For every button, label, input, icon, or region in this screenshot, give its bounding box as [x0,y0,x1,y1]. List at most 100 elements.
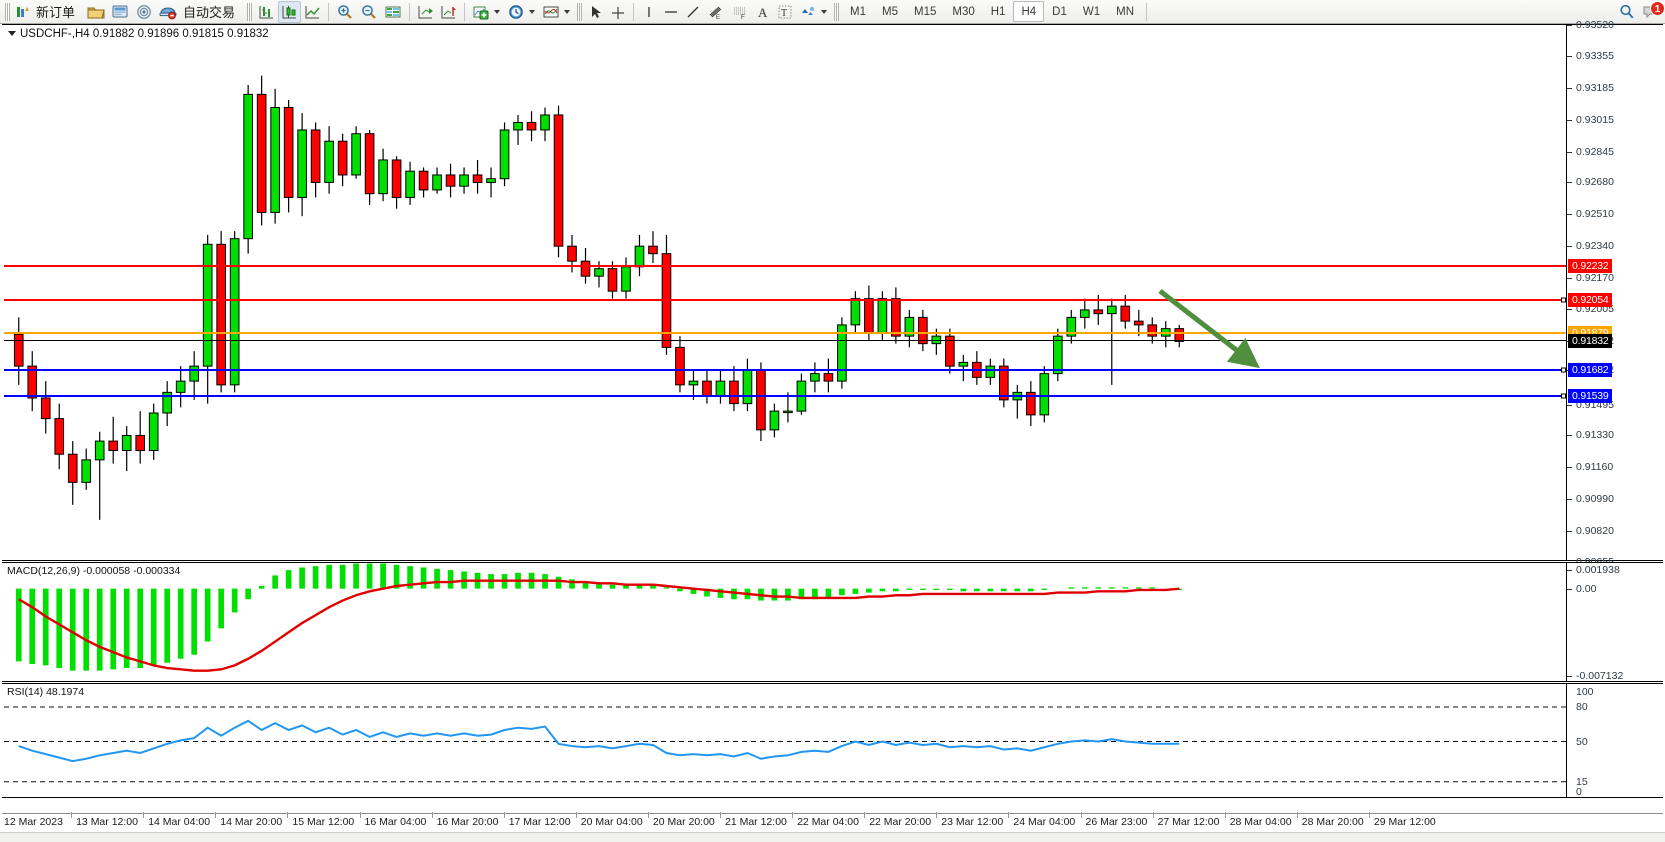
bar-chart-button[interactable] [255,1,278,23]
notification-count: 1 [1650,0,1665,16]
time-axis-label: 22 Mar 04:00 [797,816,859,828]
price-tick-mark [1567,214,1572,216]
autotrading-button[interactable]: 自动交易 [156,1,244,23]
time-axis-divider [287,812,289,818]
crosshair-icon [612,6,625,19]
time-axis-label: 14 Mar 20:00 [220,816,283,828]
toolbar-grip-2[interactable] [247,2,253,21]
timeframe-d1[interactable]: D1 [1052,5,1067,18]
time-axis-divider [143,812,145,818]
horizontal-line-button[interactable] [660,1,682,23]
price-level-label-current-price[interactable]: 0.91832 [1568,334,1612,349]
toolbar-grip-3[interactable] [577,2,583,21]
timeframe-h4[interactable]: H4 [1013,1,1045,22]
price-axis[interactable]: 0.93520 0.93355 0.93185 0.93015 0.92845 0.926… [1566,19,1663,568]
line-chart-button[interactable] [301,1,324,23]
macd-axis: 0.001938 0.00 -0.007132 [1566,563,1663,682]
signals-icon [137,4,151,19]
signals-button[interactable] [132,1,156,23]
time-axis-label: 27 Mar 12:00 [1157,816,1220,828]
rsi-panel[interactable]: RSI(14) 48.1974 100 80 50 15 0 [2,683,1663,798]
text-button[interactable]: A [752,1,774,23]
folder-button[interactable] [84,1,108,23]
add-indicator-icon [473,6,489,19]
search-button[interactable] [1615,1,1639,23]
time-axis[interactable]: 12 Mar 2023 13 Mar 12:00 14 Mar 04:00 14 Ma… [2,812,1663,832]
time-axis-label: 21 Mar 12:00 [725,816,787,828]
time-axis-label: 23 Mar 12:00 [941,816,1004,828]
price-panel[interactable]: USDCHF-,H4 0.91882 0.91896 0.91815 0.918… [2,19,1663,568]
shapes-caret-icon[interactable] [821,9,828,14]
time-axis-label: 15 Mar 12:00 [292,816,355,828]
crosshair-button[interactable] [607,1,629,23]
candlestick-chart-button[interactable] [278,0,302,23]
status-bar [0,832,1665,842]
auto-scroll-button[interactable] [414,1,437,23]
timeframe-m30[interactable]: M30 [952,5,975,18]
notifications-button[interactable]: 1 [1639,0,1665,22]
trendline-button[interactable] [682,1,704,23]
timeframe-m15[interactable]: M15 [914,5,937,18]
timeframe-mn[interactable]: MN [1116,5,1134,18]
price-tick-label: 0.91160 [1576,461,1614,474]
add-indicator-caret-icon[interactable] [494,9,501,14]
chart-shift-button[interactable] [437,1,460,23]
new-order-icon [17,6,29,17]
timeframe-m1[interactable]: M1 [850,5,867,18]
price-tick-label: 0.90820 [1576,525,1614,538]
timeframe-h1[interactable]: H1 [990,5,1006,18]
trend-arrow[interactable] [1152,283,1272,378]
time-axis-divider [359,812,361,818]
time-axis-divider [1080,812,1082,818]
cursor-button[interactable] [585,1,607,23]
price-tick-label: 0.93015 [1576,113,1614,126]
templates-button[interactable] [539,1,563,23]
price-level-label-support[interactable]: 0.91539 [1568,389,1612,404]
macd-plot [4,563,1566,683]
data-window-button[interactable] [381,1,405,23]
time-axis-label: 13 Mar 12:00 [76,816,138,828]
toolbar-separator-3 [464,2,466,21]
terminal-icon [112,5,128,17]
timeframe-w1[interactable]: W1 [1082,5,1101,18]
price-tick-mark [1567,499,1572,501]
macd-panel[interactable]: MACD(12,26,9) -0.000058 -0.000334 0.0019… [2,562,1663,682]
time-axis-label: 24 Mar 04:00 [1013,816,1076,828]
price-level-label-resistance[interactable]: 0.92054 [1568,292,1612,307]
period-button[interactable] [504,1,528,23]
price-tick-mark [1567,308,1572,310]
terminal-button[interactable] [108,1,132,23]
price-tick-label: 0.92170 [1576,272,1614,285]
timeframe-m5[interactable]: M5 [882,5,898,18]
new-order-button[interactable]: 新订单 [13,1,84,23]
chart-shift-icon [441,5,457,18]
price-tick-label: 0.92340 [1576,240,1614,253]
time-axis-label: 28 Mar 04:00 [1229,816,1292,828]
text-label-button[interactable]: T [774,1,796,23]
svg-text:T: T [781,8,787,19]
add-indicator-button[interactable] [469,1,493,23]
price-level-label-resistance[interactable]: 0.92232 [1568,259,1612,274]
price-tick-label: 0.92510 [1576,208,1614,221]
toolbar-grip-4[interactable] [834,2,840,21]
vertical-line-button[interactable] [638,1,660,23]
shapes-button[interactable] [796,1,820,23]
templates-caret-icon[interactable] [564,9,571,14]
fibonacci-button[interactable]: F [728,1,752,23]
price-level-label-support[interactable]: 0.91682 [1568,362,1612,377]
time-axis-label: 12 Mar 2023 [4,816,63,828]
clock-icon [509,4,523,19]
channel-button[interactable]: E [704,1,728,23]
time-axis-divider [503,812,505,818]
time-axis-label: 29 Mar 12:00 [1373,816,1436,828]
rsi-tick-label: 15 [1576,775,1588,788]
toolbar-separator-1 [328,2,330,21]
toolbar-grip[interactable] [5,2,10,21]
period-caret-icon[interactable] [529,9,536,14]
price-tick-mark [1567,151,1572,153]
chart-menu-triangle-icon[interactable] [8,31,16,37]
zoom-out-button[interactable] [357,1,381,23]
search-icon [1620,4,1634,18]
chart-area[interactable]: USDCHF-,H4 0.91882 0.91896 0.91815 0.918… [0,19,1665,842]
zoom-in-button[interactable] [333,1,357,23]
